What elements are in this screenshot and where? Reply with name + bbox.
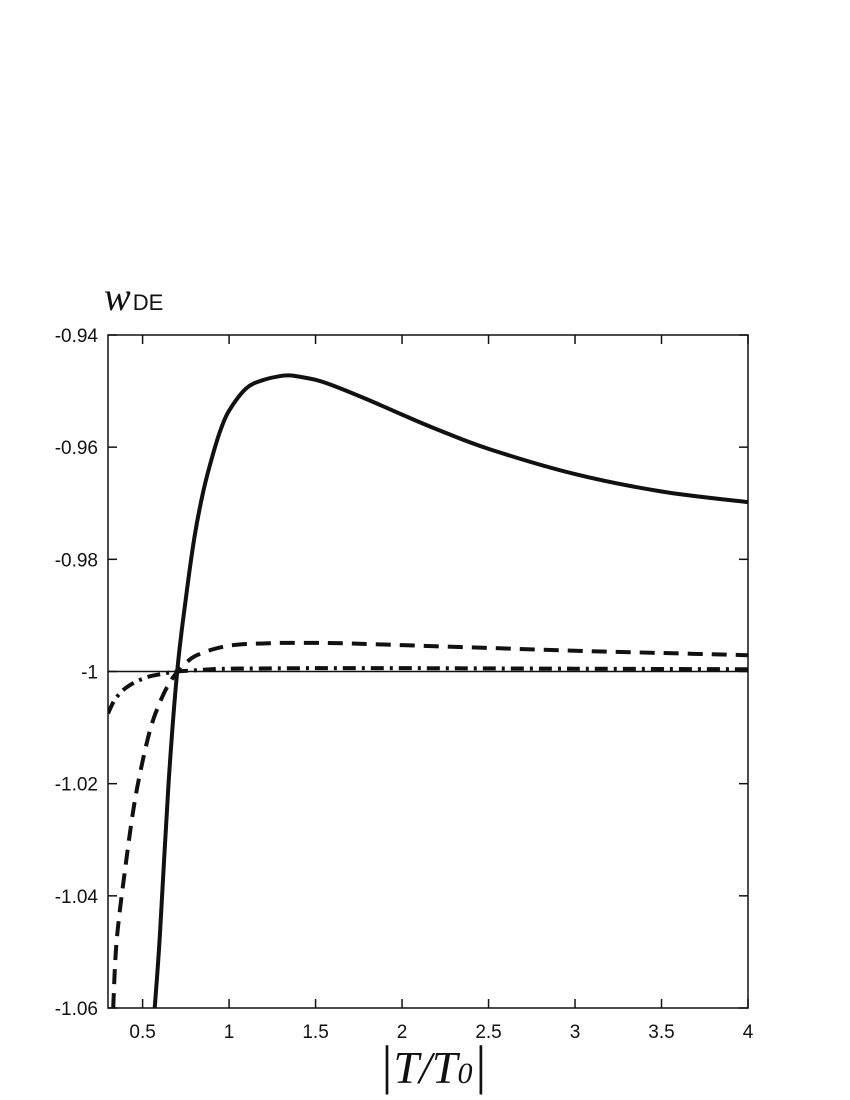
x-axis-title-t: T xyxy=(394,1042,423,1093)
y-tick-label: -0.94 xyxy=(55,326,99,347)
y-tick-label: -0.96 xyxy=(55,438,98,459)
x-tick-label: 4 xyxy=(743,1022,754,1043)
x-axis-title: |T/T0| xyxy=(379,1035,488,1095)
x-axis-title-bar-right: | xyxy=(472,1035,487,1095)
series-dashed-line xyxy=(111,640,748,1008)
x-tick-label: 0.5 xyxy=(129,1022,155,1043)
x-tick-label: 3 xyxy=(570,1022,581,1043)
y-tick-label: -1 xyxy=(81,663,98,684)
x-tick-label: 1.5 xyxy=(302,1022,328,1043)
y-tick-label: -1.06 xyxy=(55,999,98,1020)
x-axis-title-slash: / xyxy=(416,1042,436,1093)
x-axis-title-t0: T xyxy=(432,1042,461,1093)
x-tick-label: 1 xyxy=(224,1022,235,1043)
x-axis-title-bar-left: | xyxy=(379,1035,394,1095)
tick-group: 0.5 1 1.5 2 2.5 3 3.5 4 -0.94 -0.96 -0.98 -1 -1.02 -1… xyxy=(55,326,754,1043)
y-tick-label: -1.04 xyxy=(55,887,99,908)
series-dash-dot-line xyxy=(108,666,748,715)
y-tick-label: -0.98 xyxy=(55,550,98,571)
x-tick-label: 3.5 xyxy=(648,1022,674,1043)
y-axis-title: wDE xyxy=(104,274,163,319)
x-tick-label: 2 xyxy=(397,1022,408,1043)
series-group xyxy=(108,373,748,1008)
y-axis-title-main: w xyxy=(104,274,131,319)
y-axis-title-sub: DE xyxy=(133,290,164,315)
y-tick-label: -1.02 xyxy=(55,775,98,796)
series-solid-line xyxy=(152,373,748,1008)
x-tick-label: 2.5 xyxy=(475,1022,501,1043)
x-axis-title-sub: 0 xyxy=(457,1057,472,1090)
